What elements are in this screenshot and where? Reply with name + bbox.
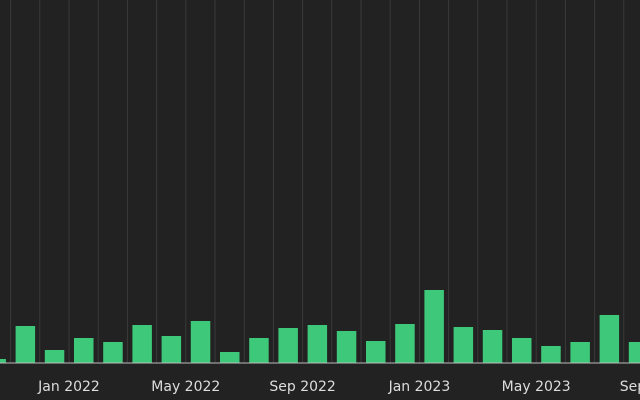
bar <box>278 328 298 363</box>
bar <box>161 336 182 363</box>
bar <box>220 352 240 363</box>
bar <box>74 338 94 363</box>
bar <box>15 326 36 363</box>
bar <box>44 350 65 363</box>
bar <box>570 342 590 363</box>
bar <box>249 338 269 363</box>
bar <box>190 321 211 363</box>
bar <box>366 341 386 363</box>
bar <box>0 359 6 363</box>
bar <box>424 290 444 363</box>
bar <box>628 342 640 363</box>
bar <box>482 330 503 363</box>
x-tick-label: Jan 2023 <box>388 379 451 395</box>
bar <box>336 331 357 363</box>
bar <box>453 327 474 363</box>
x-tick-label: May 2022 <box>151 379 220 395</box>
bar <box>599 315 620 363</box>
bar <box>541 346 561 363</box>
bar <box>307 325 328 363</box>
bar <box>132 325 152 363</box>
x-tick-label: Jan 2022 <box>37 379 100 395</box>
x-tick-label: Sep 2023 <box>620 379 640 395</box>
x-tick-label: May 2023 <box>502 379 571 395</box>
bar <box>103 342 123 363</box>
bar <box>395 324 415 363</box>
x-tick-label: Sep 2022 <box>269 379 335 395</box>
bar <box>512 338 532 363</box>
